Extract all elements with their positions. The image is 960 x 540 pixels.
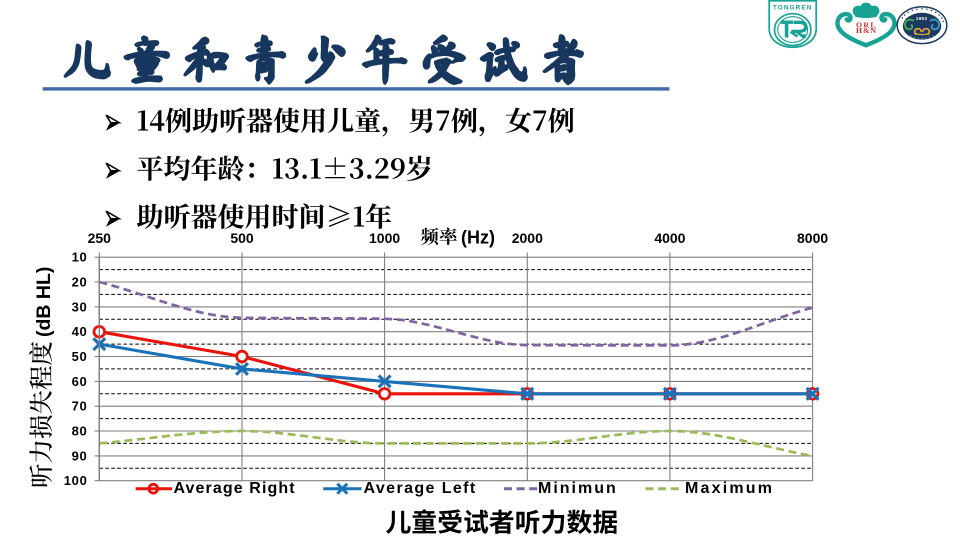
svg-text:Minimun: Minimun — [538, 480, 618, 497]
svg-text:50: 50 — [72, 349, 88, 364]
svg-text:Average Right: Average Right — [174, 480, 296, 497]
svg-text:ORL: ORL — [856, 21, 877, 30]
svg-text:2000: 2000 — [512, 230, 543, 246]
svg-text:30: 30 — [72, 299, 88, 314]
svg-text:H&N: H&N — [856, 26, 877, 35]
svg-text:500: 500 — [230, 230, 254, 246]
svg-text:(dB HL): (dB HL) — [33, 267, 55, 337]
svg-text:90: 90 — [72, 448, 88, 463]
svg-text:60: 60 — [72, 374, 88, 389]
svg-text:40: 40 — [72, 324, 88, 339]
svg-text:4000: 4000 — [654, 230, 685, 246]
svg-text:Maximum: Maximum — [685, 480, 774, 497]
svg-text:10: 10 — [72, 250, 88, 265]
svg-text:TONGREN: TONGREN — [773, 4, 813, 11]
svg-text:1000: 1000 — [369, 230, 400, 246]
svg-text:8000: 8000 — [797, 230, 828, 246]
svg-text:1953: 1953 — [916, 16, 928, 21]
svg-text:Average Left: Average Left — [364, 480, 477, 497]
svg-text:20: 20 — [72, 275, 88, 290]
svg-text:250: 250 — [88, 230, 112, 246]
svg-text:100: 100 — [64, 473, 88, 488]
svg-text:(Hz): (Hz) — [461, 227, 495, 247]
svg-text:70: 70 — [72, 399, 88, 414]
svg-text:80: 80 — [72, 424, 88, 439]
